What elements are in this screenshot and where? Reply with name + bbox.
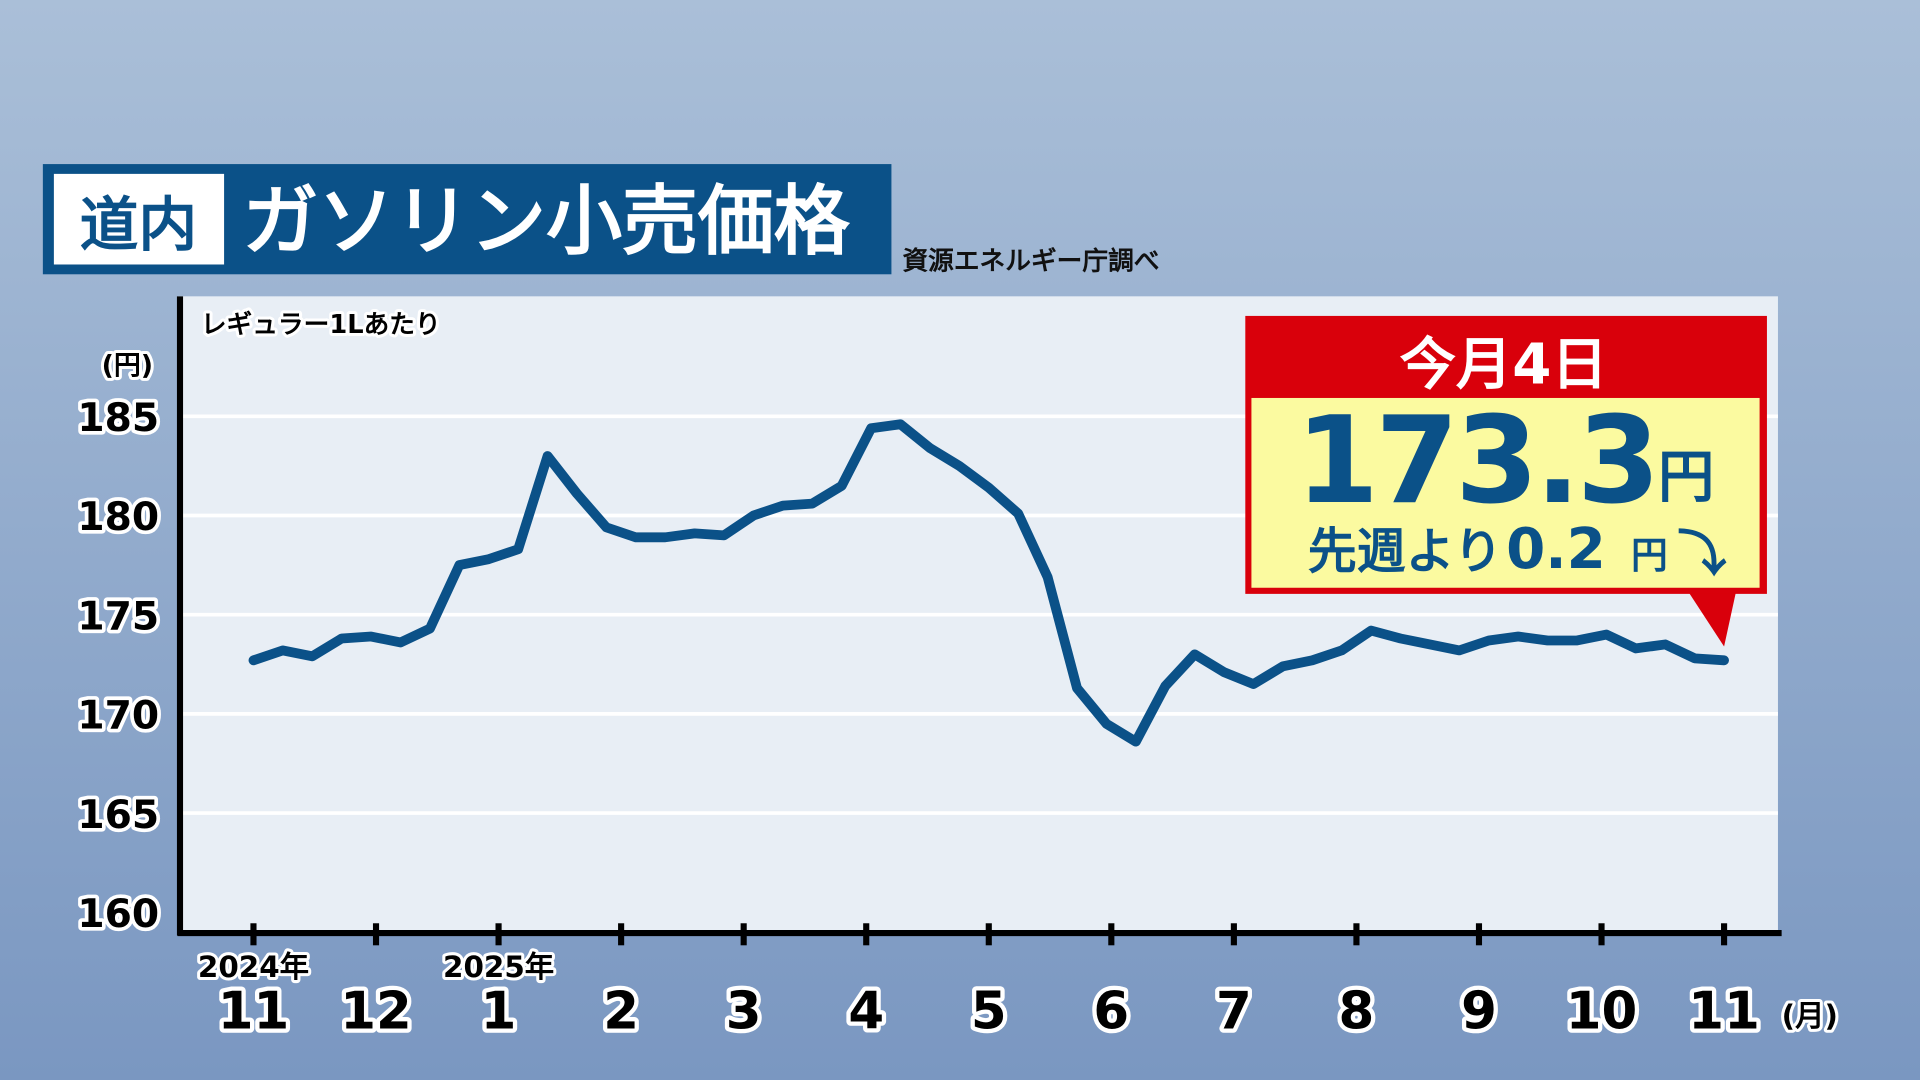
- x-tick-label: 12: [340, 982, 412, 1042]
- x-tick-label: 3: [726, 982, 762, 1042]
- y-tick-label: 165: [77, 793, 159, 838]
- region-label: 道内: [80, 190, 198, 259]
- x-tick-label: 5: [971, 982, 1007, 1042]
- y-tick-label: 170: [77, 694, 159, 739]
- y-tick-label: 185: [77, 396, 159, 441]
- x-tick-label: 11: [218, 982, 290, 1042]
- x-tick-label: 2: [603, 982, 639, 1042]
- y-tick-label: 160: [77, 892, 159, 937]
- x-tick-label: 7: [1216, 982, 1252, 1042]
- y-tick-label: 180: [77, 495, 159, 540]
- source-note: 資源エネルギー庁調べ: [902, 245, 1159, 276]
- page-title: ガソリン小売価格: [242, 177, 850, 265]
- callout-body: [1251, 397, 1760, 588]
- price-line: [248, 419, 1729, 747]
- callout-price-unit: 円: [1658, 445, 1714, 510]
- callout-change-value: 0.2: [1506, 517, 1606, 582]
- region-badge: [53, 173, 225, 265]
- latest-price-callout: 今月4日 173.3 円 先週より 0.2 円 ⤵: [1245, 315, 1767, 647]
- x-tick-label: 11: [1688, 982, 1760, 1042]
- callout-pointer: [1687, 590, 1737, 647]
- y-axis-unit: (円): [102, 351, 154, 382]
- callout-change-unit: 円: [1631, 534, 1668, 577]
- callout-change-prefix: 先週より: [1308, 523, 1503, 580]
- x-tick-label: 6: [1093, 982, 1129, 1042]
- x-axis-unit: (月): [1782, 999, 1838, 1033]
- x-tick-label: 10: [1566, 982, 1638, 1042]
- year-label: 2024年: [198, 950, 309, 984]
- y-tick-label: 175: [77, 594, 159, 639]
- x-tick-label: 8: [1339, 982, 1375, 1042]
- year-label: 2025年: [443, 950, 554, 984]
- down-arrow-icon: ⤵: [1678, 526, 1727, 583]
- x-tick-label: 4: [848, 982, 884, 1042]
- callout-price: 173.3: [1296, 392, 1657, 531]
- x-tick-label: 9: [1461, 982, 1497, 1042]
- callout-date: 今月4日: [1400, 332, 1608, 397]
- chart-subtitle: レギュラー1Lあたり: [201, 310, 441, 340]
- x-tick-label: 1: [481, 982, 517, 1042]
